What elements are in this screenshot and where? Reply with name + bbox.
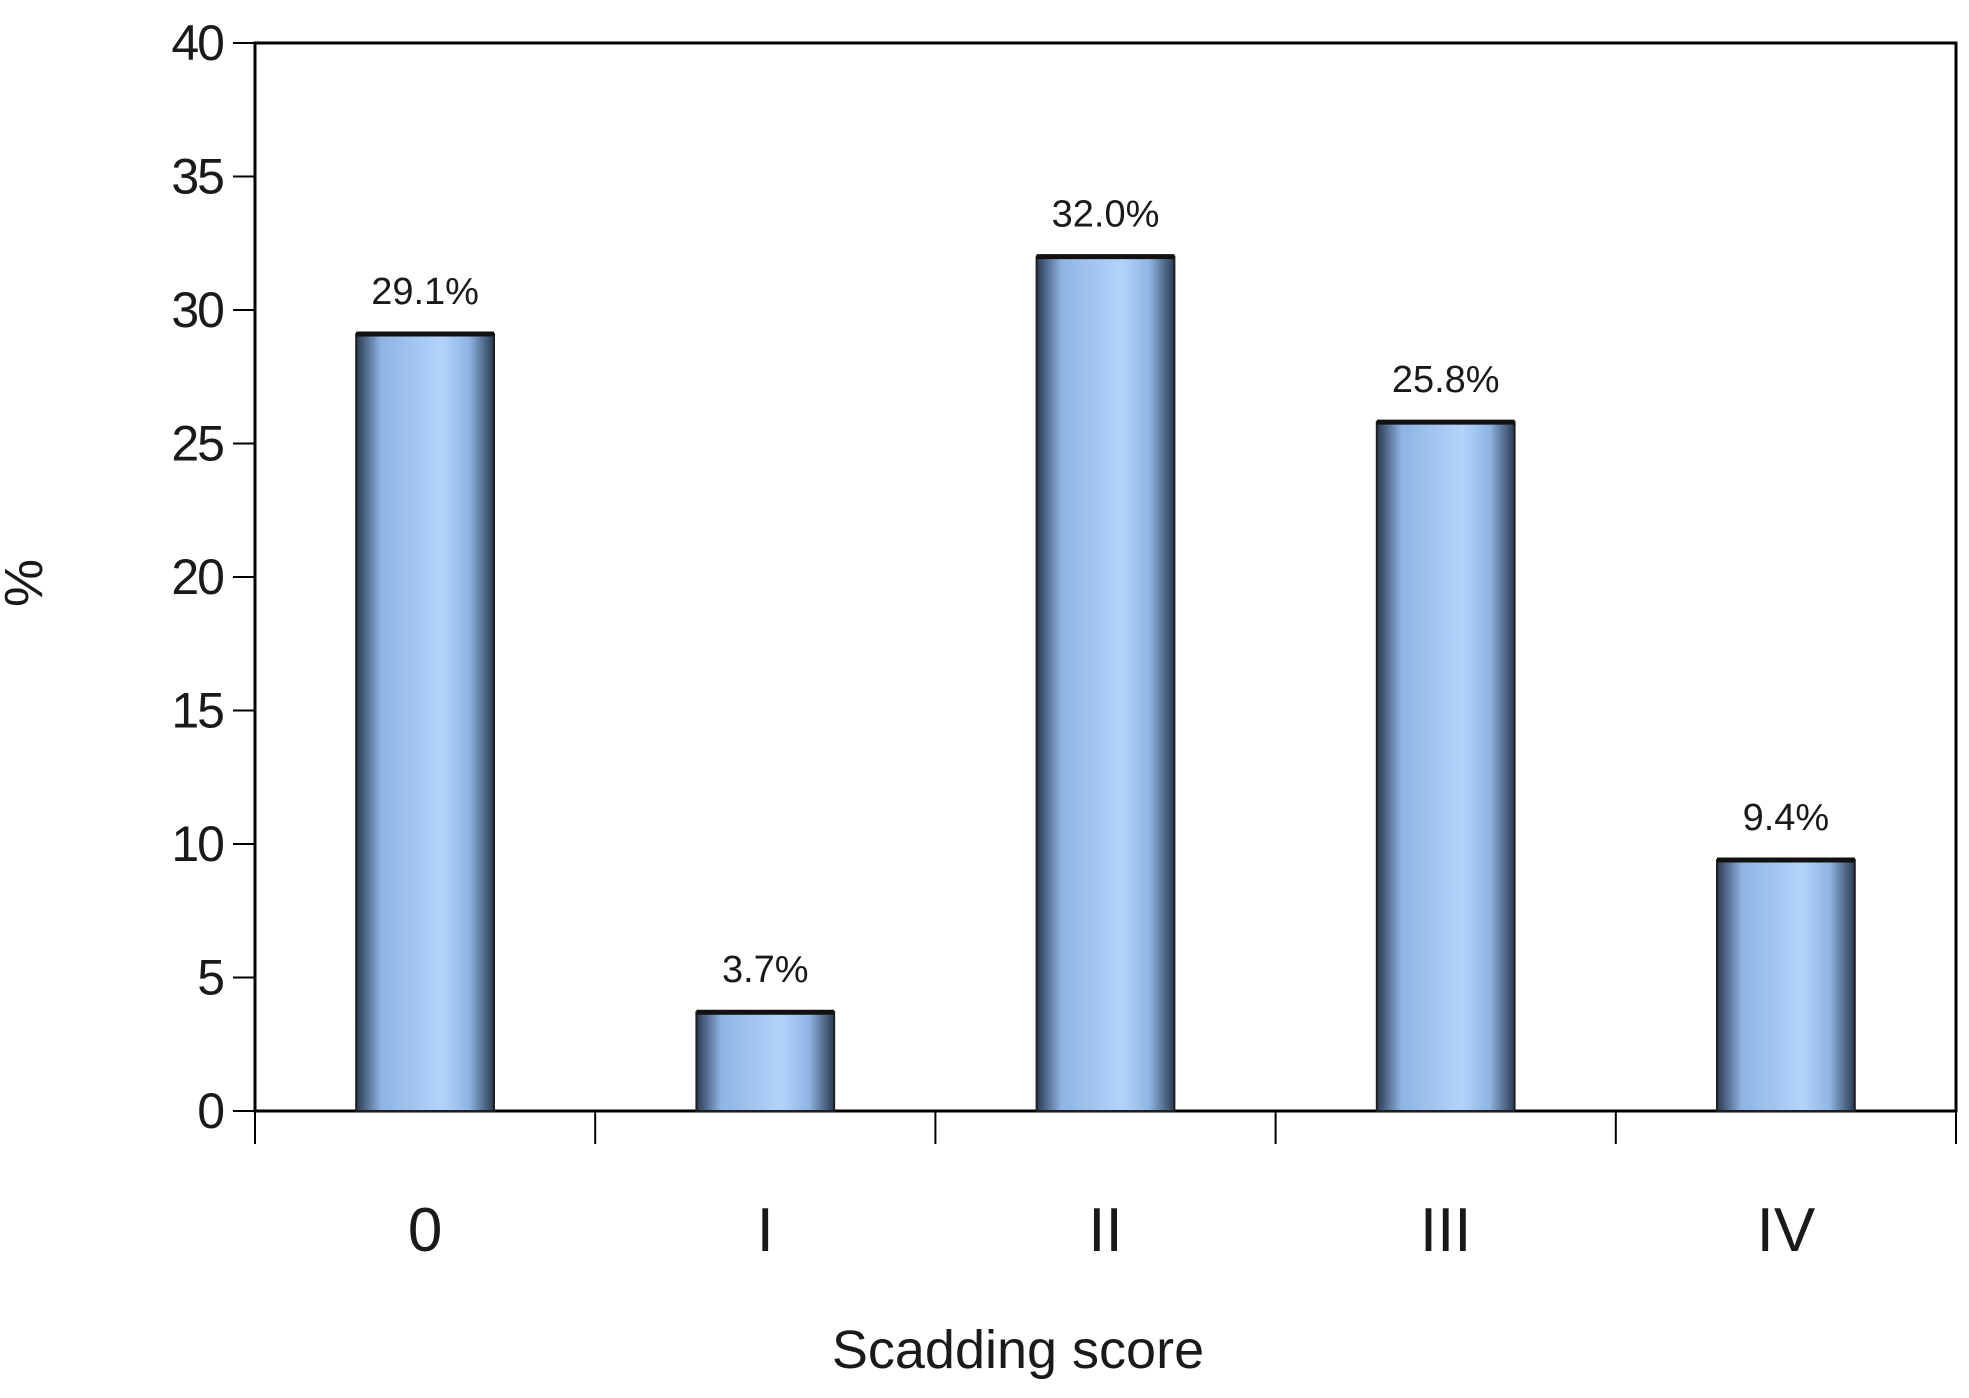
bar-0: [355, 333, 495, 1112]
data-label: 32.0%: [1052, 194, 1160, 236]
bar-III: [1375, 421, 1516, 1112]
data-label: 25.8%: [1392, 359, 1500, 401]
y-axis: 0 5 10 15 20 25 30 35 40: [171, 15, 255, 1139]
y-tick-label: 15: [171, 683, 223, 739]
data-labels: 29.1% 3.7% 32.0% 25.8% 9.4%: [371, 194, 1829, 992]
x-tick-label: I: [757, 1196, 774, 1265]
x-axis-title: Scadding score: [832, 1320, 1204, 1380]
y-tick-label: 20: [171, 549, 223, 605]
y-tick-label: 30: [171, 282, 223, 338]
data-label: 29.1%: [371, 271, 479, 313]
y-tick-label: 40: [171, 15, 223, 71]
x-axis: 0 I II III IV: [254, 1111, 1957, 1265]
bar-I: [695, 1011, 836, 1113]
y-tick-label: 25: [171, 416, 223, 472]
y-tick-label: 10: [171, 816, 223, 872]
data-label: 9.4%: [1743, 797, 1830, 839]
x-tick-label: II: [1088, 1196, 1122, 1265]
bar-II: [1035, 255, 1176, 1113]
data-label: 3.7%: [722, 949, 809, 991]
y-tick-label: 0: [197, 1083, 223, 1139]
x-tick-label: IV: [1757, 1196, 1816, 1265]
y-tick-label: 5: [197, 950, 223, 1006]
x-tick-label: 0: [408, 1196, 442, 1265]
x-tick-label: III: [1420, 1196, 1472, 1265]
bars: [355, 254, 1856, 1113]
y-tick-label: 35: [171, 149, 223, 205]
bar-IV: [1716, 859, 1856, 1113]
y-axis-title: %: [0, 559, 54, 607]
